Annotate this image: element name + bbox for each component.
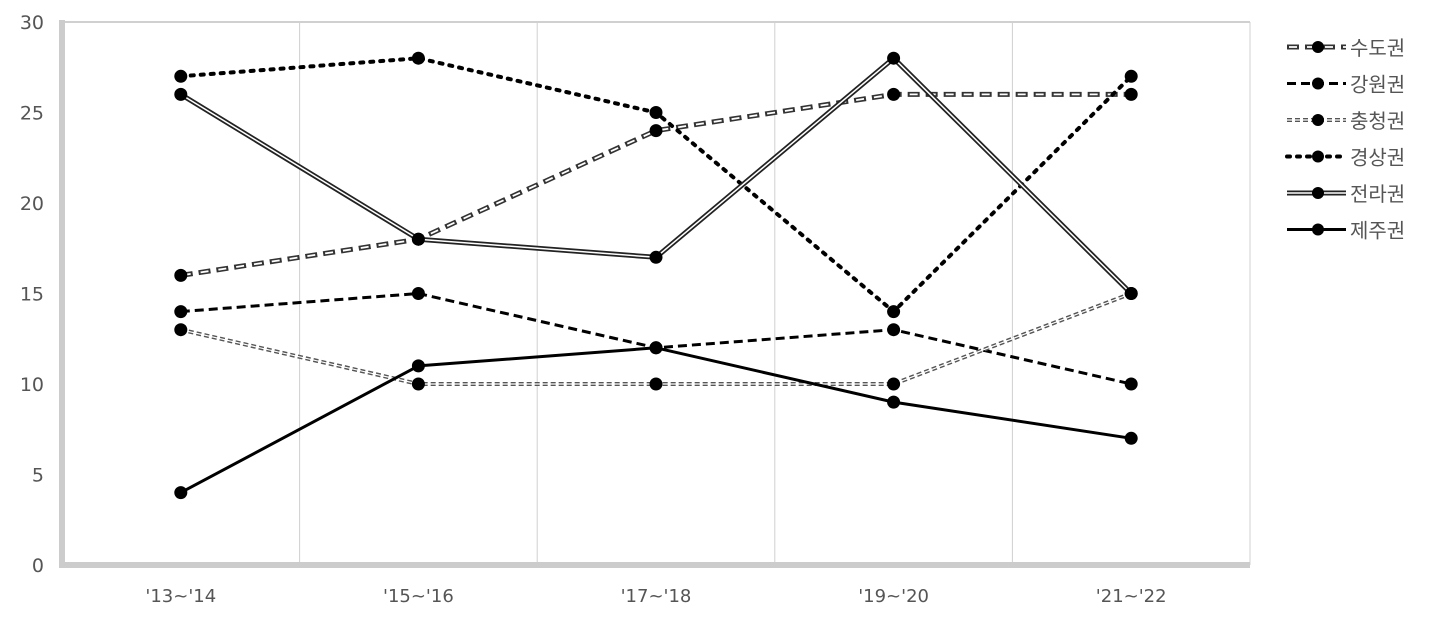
- series-line-inner: [180, 93, 1132, 277]
- x-tick-label: '13~'14: [145, 586, 216, 607]
- series-line-inner: [180, 292, 1132, 385]
- data-point: [411, 287, 425, 300]
- data-point: [887, 395, 901, 409]
- data-point: [887, 377, 901, 391]
- data-point: [411, 359, 425, 373]
- series-line: [180, 91, 1132, 278]
- data-point: [1124, 377, 1138, 391]
- data-point: [174, 268, 188, 282]
- y-tick-label: 15: [20, 284, 44, 306]
- series-3: [174, 51, 1138, 319]
- y-tick-label: 20: [20, 193, 44, 215]
- series-line: [180, 346, 1132, 494]
- data-point: [174, 323, 188, 337]
- legend-label: 전라권: [1350, 182, 1405, 206]
- legend-marker: [1312, 77, 1324, 90]
- x-tick-label: '17~'18: [621, 586, 692, 607]
- data-point: [1124, 69, 1138, 83]
- data-point: [411, 232, 425, 246]
- legend-label: 수도권: [1350, 36, 1405, 60]
- x-tick-label: '19~'20: [858, 586, 929, 607]
- series-1: [174, 287, 1138, 391]
- y-tick-label: 0: [32, 555, 44, 577]
- legend-item: 수도권: [1287, 36, 1405, 60]
- x-tick-label: '15~'16: [383, 586, 454, 607]
- data-point: [174, 486, 188, 500]
- data-point: [649, 377, 663, 391]
- x-tick-label: '21~'22: [1096, 586, 1167, 607]
- series-5: [174, 341, 1138, 500]
- data-point: [887, 87, 901, 101]
- legend-marker: [1312, 150, 1324, 163]
- data-point: [887, 51, 901, 65]
- series-2: [174, 287, 1138, 391]
- data-point: [649, 106, 663, 119]
- legend-label: 경상권: [1350, 146, 1405, 170]
- legend-marker: [1312, 187, 1324, 199]
- legend-item: 제주권: [1287, 219, 1405, 243]
- series-4: [174, 51, 1138, 300]
- legend-item: 전라권: [1287, 182, 1405, 206]
- legend-label: 강원권: [1350, 73, 1405, 97]
- y-tick-label: 30: [20, 12, 44, 34]
- data-point: [649, 341, 663, 355]
- legend-label: 제주권: [1350, 219, 1405, 243]
- data-point: [174, 87, 188, 101]
- data-point: [174, 305, 188, 319]
- legend-item: 경상권: [1285, 146, 1405, 170]
- data-point: [1124, 431, 1138, 445]
- series-line: [180, 291, 1132, 386]
- data-point: [174, 69, 188, 83]
- legend-marker: [1312, 114, 1324, 126]
- data-point: [649, 250, 663, 264]
- data-point: [1124, 287, 1138, 300]
- legend-marker: [1312, 41, 1324, 53]
- data-point: [1124, 87, 1138, 101]
- y-tick-label: 25: [20, 103, 44, 125]
- y-tick-label: 5: [32, 465, 44, 487]
- y-tick-label: 10: [20, 374, 44, 396]
- data-point: [649, 124, 663, 138]
- legend-item: 강원권: [1287, 73, 1405, 97]
- legend-label: 충청권: [1350, 109, 1405, 133]
- series-line: [180, 292, 1132, 386]
- data-point: [411, 51, 425, 65]
- legend-item: 충청권: [1287, 109, 1405, 133]
- data-point: [887, 305, 901, 319]
- data-point: [411, 377, 425, 391]
- legend-marker: [1312, 223, 1324, 236]
- data-point: [887, 323, 901, 337]
